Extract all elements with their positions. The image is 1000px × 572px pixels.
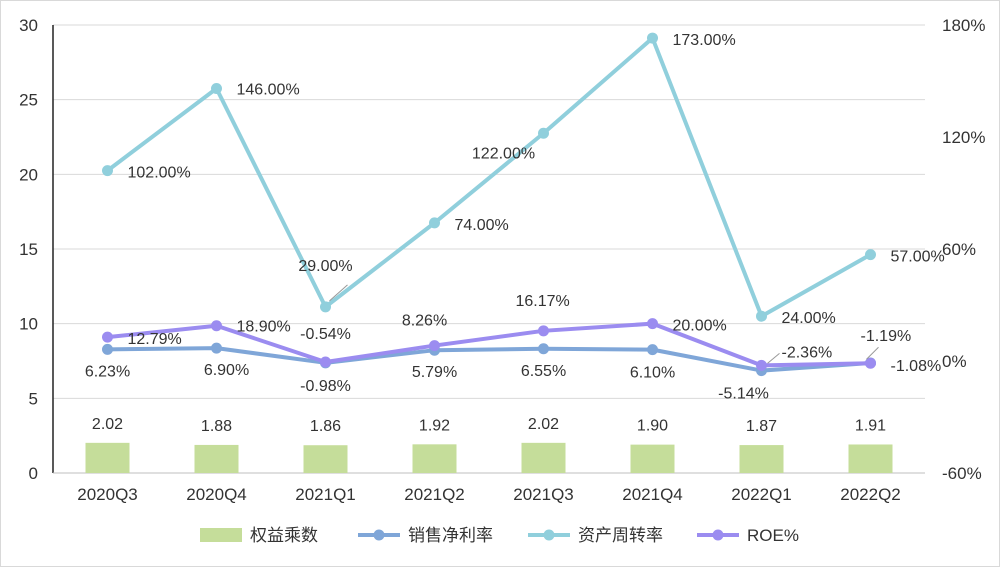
line-data-label: -5.14% [718,386,769,403]
series-marker [320,356,331,368]
line-data-label: 8.26% [402,313,447,330]
series-line [105,346,873,373]
line-data-label: 6.23% [85,363,130,380]
line-data-label: -2.36% [782,344,833,361]
series-marker [211,342,222,354]
series-marker [429,340,440,352]
line-data-label: -0.98% [300,378,351,395]
series-marker [320,301,331,313]
line-data-label: 57.00% [891,249,945,266]
line-data-label: -1.19% [861,328,912,345]
x-tick-label: 2021Q1 [295,485,356,504]
series-marker [211,320,222,332]
bar-data-label: 2.02 [92,416,123,433]
legend-label: 销售净利率 [408,526,493,545]
x-tick-label: 2020Q4 [186,485,247,504]
bar [85,442,130,473]
line-data-label: 18.90% [237,319,291,336]
bar-data-label: 1.87 [746,418,777,435]
left-tick-label: 25 [19,91,38,110]
bar [412,444,457,473]
right-tick-label: 180% [942,16,985,35]
left-tick-label: 15 [19,240,38,259]
legend-swatch [200,528,242,542]
bar [739,445,784,473]
bar [303,445,348,473]
line-data-label: 122.00% [472,145,535,162]
series-line [105,36,873,319]
x-tick-label: 2021Q3 [513,485,574,504]
series-marker [647,32,658,44]
line-data-label: 74.00% [455,217,509,234]
series-marker [647,344,658,356]
leader-line [866,346,879,360]
left-tick-label: 30 [19,16,38,35]
series-marker [756,310,767,322]
bar-data-label: 1.91 [855,417,886,434]
series-marker [538,325,549,337]
line-data-label: 6.10% [630,365,675,382]
bar-data-label: 2.02 [528,416,559,433]
series-marker [756,359,767,371]
legend-label: 资产周转率 [578,526,663,545]
leader-line [329,284,348,302]
line-data-label: -1.08% [891,358,942,375]
right-tick-label: 0% [942,352,967,371]
x-tick-label: 2022Q2 [840,485,901,504]
series-marker [647,318,658,330]
line-data-label: 29.00% [298,258,352,275]
line-data-label: 6.55% [521,363,566,380]
bar [848,444,893,473]
legend-label: ROE% [747,526,799,545]
x-tick-label: 2021Q2 [404,485,465,504]
left-tick-label: 5 [29,389,38,408]
line-data-label: -0.54% [300,326,351,343]
line-data-label: 102.00% [128,165,191,182]
leader-line [767,353,780,364]
line-data-label: 12.79% [128,331,182,348]
legend-label: 权益乘数 [250,526,318,545]
bar-data-label: 1.86 [310,418,341,435]
bar-data-label: 1.90 [637,418,668,435]
bar [521,442,566,473]
right-tick-label: 120% [942,128,985,147]
legend-marker [543,529,555,541]
bar-data-label: 1.92 [419,417,450,434]
right-tick-label: 60% [942,240,976,259]
series-marker [102,331,113,343]
series-marker [865,249,876,261]
series-marker [538,343,549,355]
x-tick-label: 2021Q4 [622,485,683,504]
left-tick-label: 20 [19,165,38,184]
legend-marker [712,529,724,541]
line-data-label: 16.17% [516,293,570,310]
left-tick-label: 10 [19,315,38,334]
series-marker [102,165,113,177]
x-tick-label: 2020Q3 [77,485,138,504]
series-line [105,321,873,368]
x-tick-label: 2022Q1 [731,485,792,504]
series-marker [538,127,549,139]
bar-data-label: 1.88 [201,418,232,435]
line-data-label: 20.00% [673,318,727,335]
line-data-label: 6.90% [204,362,249,379]
series-marker [865,357,876,369]
series-marker [211,82,222,94]
series-marker [102,343,113,355]
line-data-label: 24.00% [782,310,836,327]
right-tick-label: -60% [942,464,982,483]
bar [630,444,675,473]
legend-marker [373,529,385,541]
left-tick-label: 0 [29,464,38,483]
line-data-label: 146.00% [237,81,300,98]
line-data-label: 173.00% [673,32,736,49]
line-data-label: 5.79% [412,364,457,381]
series-marker [429,217,440,229]
bar [194,444,239,473]
